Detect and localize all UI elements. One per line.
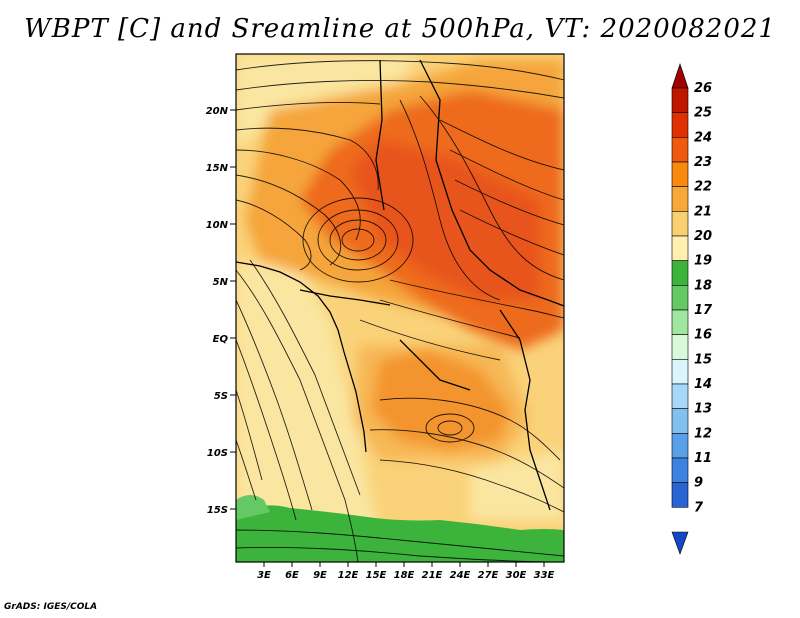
colorbar-segment	[671, 211, 689, 237]
colorbar-segment	[671, 482, 689, 508]
colorbar-segment	[671, 235, 689, 261]
colorbar-segment	[671, 260, 689, 286]
colorbar-segment	[671, 161, 689, 187]
colorbar: 26 25 24 23 22 21 20 19 18 17 16 15 14 1…	[671, 63, 713, 555]
colorbar-segments	[671, 63, 689, 555]
colorbar-label: 24	[694, 130, 712, 145]
lat-label: EQ	[213, 334, 229, 345]
colorbar-segment	[671, 87, 689, 113]
lon-label: 12E	[338, 570, 359, 581]
colorbar-segment	[671, 334, 689, 360]
map-frame	[235, 53, 565, 563]
colorbar-label: 18	[694, 278, 712, 293]
lat-label: 5S	[214, 391, 228, 402]
colorbar-labels: 26 25 24 23 22 21 20 19 18 17 16 15 14 1…	[694, 81, 713, 515]
lon-label: 3E	[257, 570, 271, 581]
lon-label: 21E	[422, 570, 443, 581]
field-red-center	[350, 140, 540, 300]
colorbar-label: 22	[694, 180, 712, 195]
lon-label: 24E	[450, 570, 471, 581]
colorbar-label: 20	[694, 229, 712, 244]
colorbar-label: 13	[694, 402, 712, 417]
colorbar-segment	[671, 408, 689, 434]
colorbar-segment	[671, 137, 689, 163]
lat-label: 10N	[206, 220, 229, 231]
colorbar-segment	[671, 285, 689, 311]
colorbar-label: 26	[694, 81, 712, 96]
lon-label: 9E	[313, 570, 327, 581]
field-pale-west	[236, 260, 380, 540]
colorbar-segment	[671, 433, 689, 459]
lon-axis: 3E 6E 9E 12E 15E 18E 21E 24E 27E 30E 33E	[257, 562, 555, 581]
map-title: WBPT [C] and Sreamline at 500hPa, VT: 20…	[24, 14, 776, 44]
lat-label: 20N	[206, 106, 229, 117]
lon-label: 30E	[506, 570, 527, 581]
field-pale-southeast	[470, 450, 564, 520]
colorbar-label: 16	[694, 328, 712, 343]
lat-label: 10S	[207, 448, 228, 459]
colorbar-segment	[671, 309, 689, 335]
lat-axis: 20N 15N 10N 5N EQ 5S 10S 15S	[206, 106, 236, 516]
colorbar-label: 21	[694, 204, 712, 219]
colorbar-segment	[671, 112, 689, 138]
wbpt-field	[236, 54, 564, 562]
colorbar-label: 23	[694, 155, 712, 170]
colorbar-label: 7	[694, 500, 704, 515]
colorbar-label: 25	[694, 106, 712, 121]
colorbar-bottom-arrow	[671, 531, 689, 555]
lon-label: 18E	[394, 570, 415, 581]
map-plot-area: 20N 15N 10N 5N EQ 5S 10S 15S 3E 6E 9E 12…	[206, 53, 565, 581]
colorbar-segment	[671, 359, 689, 385]
colorbar-label: 15	[694, 352, 712, 367]
colorbar-label: 9	[694, 476, 703, 491]
colorbar-segment	[671, 457, 689, 483]
coastlines-borders	[236, 59, 564, 511]
colorbar-label: 11	[694, 451, 712, 466]
colorbar-label: 14	[694, 377, 712, 392]
colorbar-label: 17	[694, 303, 713, 318]
grads-credit: GrADS: IGES/COLA	[4, 602, 98, 612]
lon-label: 6E	[285, 570, 299, 581]
lon-label: 15E	[366, 570, 387, 581]
lat-label: 15N	[206, 163, 229, 174]
colorbar-top-arrow	[671, 63, 689, 89]
colorbar-label: 12	[694, 426, 712, 441]
colorbar-segment	[671, 186, 689, 212]
field-green-light	[236, 495, 270, 520]
lon-label: 33E	[534, 570, 555, 581]
field-orange-south-halo	[352, 345, 530, 460]
colorbar-label: 19	[694, 254, 712, 269]
field-pale-north	[236, 54, 420, 150]
lat-label: 15S	[207, 505, 228, 516]
colorbar-segment	[671, 383, 689, 409]
lat-label: 5N	[213, 277, 229, 288]
streamlines	[236, 60, 564, 562]
lon-label: 27E	[478, 570, 499, 581]
